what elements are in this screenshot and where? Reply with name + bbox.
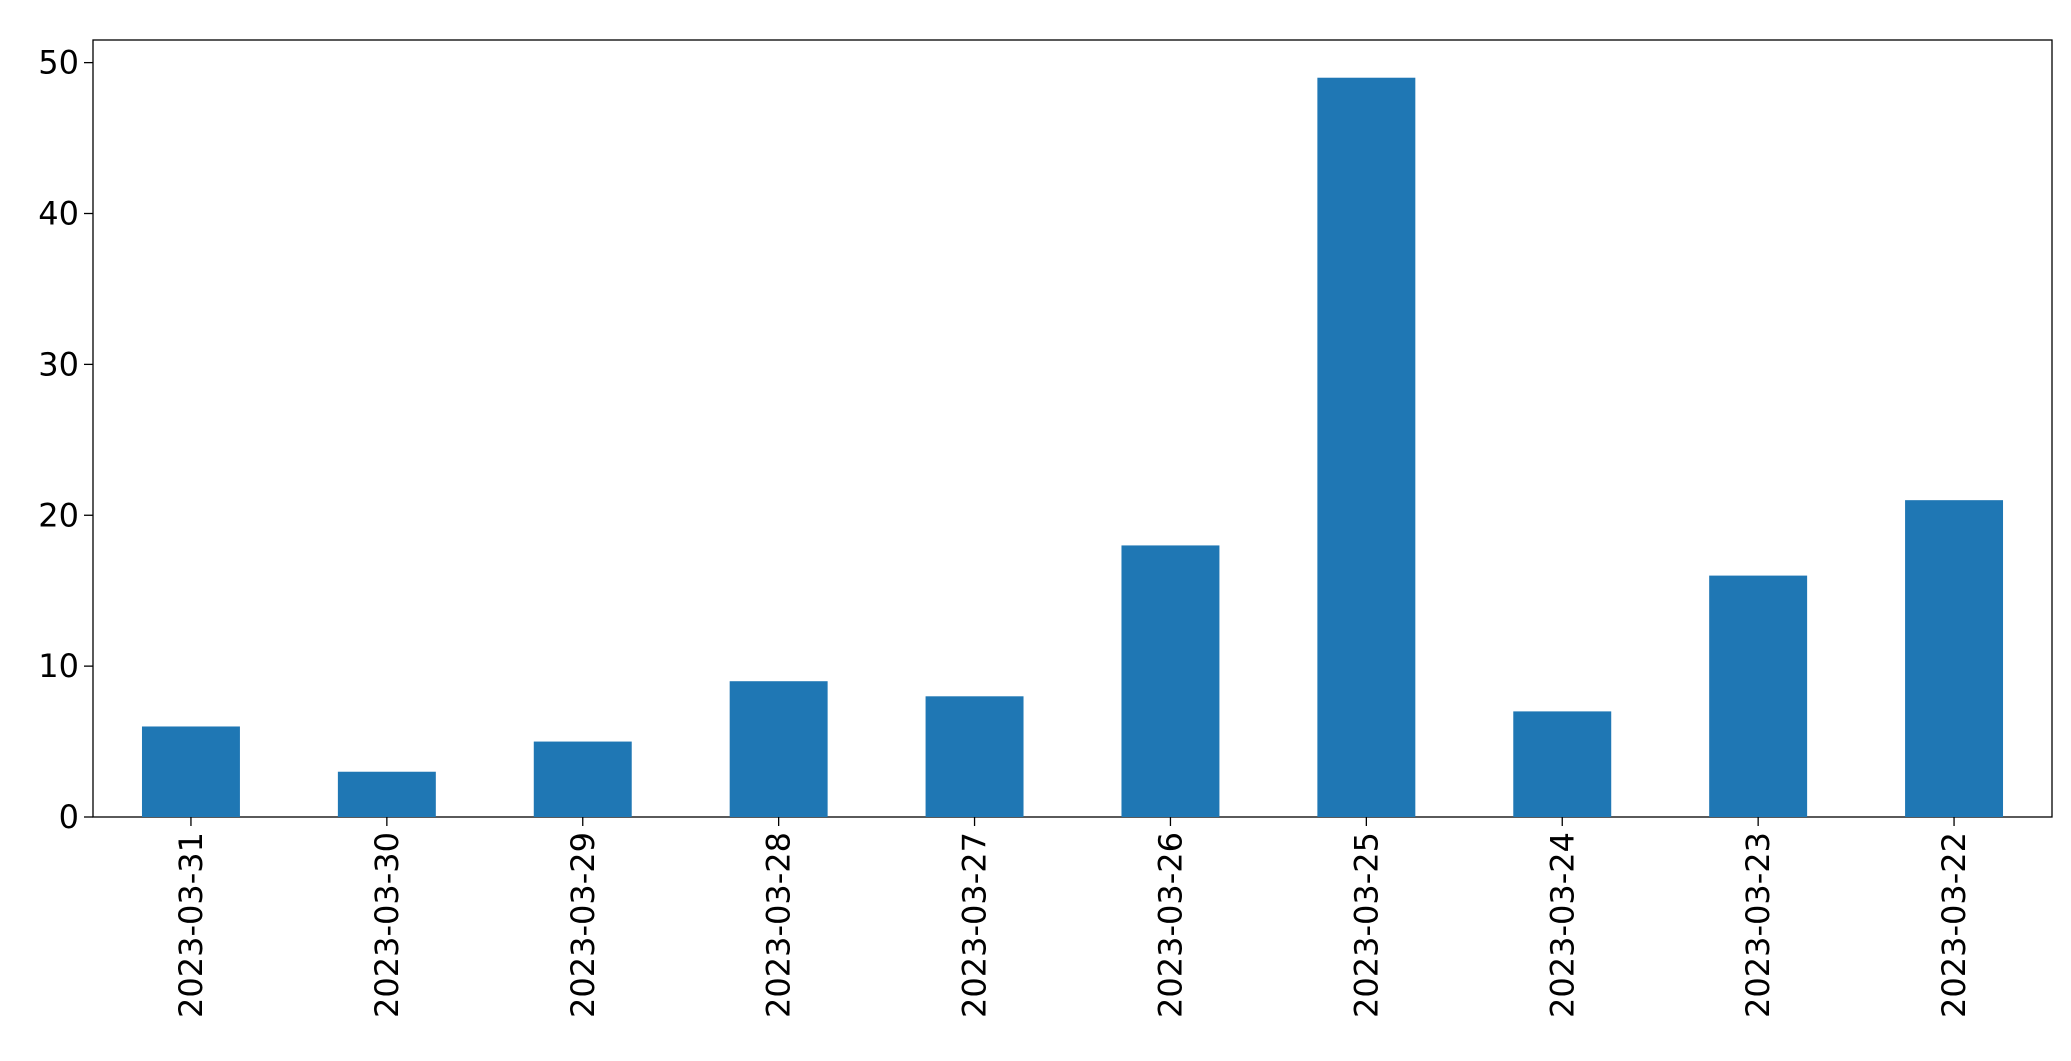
- bar: [1513, 711, 1612, 817]
- bar: [1121, 545, 1220, 817]
- y-tick-label: 20: [38, 496, 79, 534]
- x-tick-label: 2023-03-22: [1935, 832, 1973, 1018]
- plot-frame: [92, 39, 2053, 818]
- bar: [1317, 77, 1416, 817]
- x-tick-label: 2023-03-23: [1739, 832, 1777, 1018]
- x-tick-label: 2023-03-25: [1347, 832, 1385, 1018]
- x-tick-label: 2023-03-27: [956, 832, 994, 1018]
- bar: [729, 681, 828, 817]
- y-tick-label: 10: [38, 647, 79, 685]
- bar: [1709, 575, 1808, 817]
- bar: [337, 771, 436, 817]
- y-tick-label: 40: [38, 195, 79, 233]
- bar: [925, 696, 1024, 817]
- bar: [141, 726, 240, 817]
- x-tick-label: 2023-03-24: [1543, 832, 1581, 1018]
- x-tick-label: 2023-03-26: [1151, 832, 1189, 1018]
- y-tick-label: 30: [38, 345, 79, 383]
- y-tick-label: 50: [38, 44, 79, 82]
- y-tick-label: 0: [59, 798, 79, 836]
- x-tick-label: 2023-03-31: [172, 832, 210, 1018]
- x-tick-label: 2023-03-29: [564, 832, 602, 1018]
- x-tick-label: 2023-03-28: [760, 832, 798, 1018]
- bar: [1905, 500, 2004, 817]
- bar: [533, 741, 632, 817]
- x-tick-label: 2023-03-30: [368, 832, 406, 1018]
